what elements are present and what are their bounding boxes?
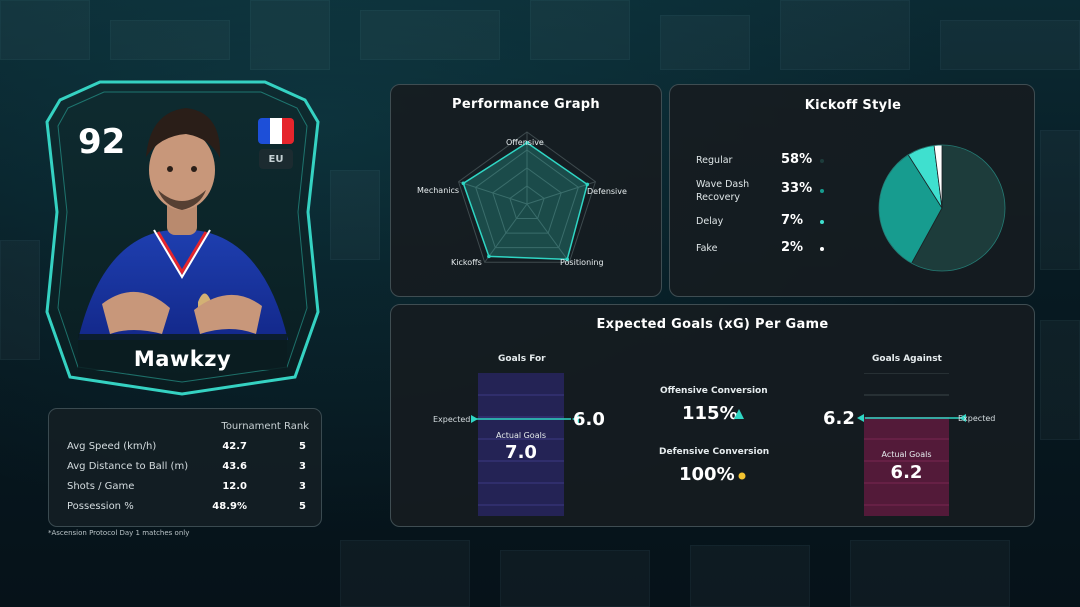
defensive-conversion-value: 100% bbox=[679, 464, 735, 485]
goals-against-actual-value: 6.2 bbox=[890, 462, 923, 483]
yellow-dot-icon bbox=[738, 472, 746, 480]
goals-for-title: Goals For bbox=[498, 354, 546, 364]
radar-chart bbox=[457, 131, 597, 263]
goals-for-bar-graphic bbox=[478, 373, 564, 516]
kickoff-label: Wave Dash bbox=[696, 179, 750, 190]
stat-value: 48.9% bbox=[212, 501, 247, 512]
legend-dot-icon bbox=[820, 189, 824, 193]
stat-rank: 5 bbox=[299, 441, 306, 452]
radar-axis-line bbox=[526, 181, 596, 205]
radar-grid-ring bbox=[509, 185, 545, 220]
radar-data-point bbox=[565, 257, 570, 262]
legend-dot-icon bbox=[820, 220, 824, 224]
xg-title: Expected Goals (xG) Per Game bbox=[596, 317, 829, 332]
kickoff-label: Regular bbox=[696, 155, 733, 166]
radar-axis-line bbox=[484, 203, 528, 263]
kickoff-row-fake: Fake 2% bbox=[696, 240, 836, 271]
radar-data-point bbox=[487, 254, 491, 259]
radar-axis-line bbox=[526, 203, 570, 263]
performance-panel: Performance Graph Offensive Defensive Po… bbox=[390, 84, 662, 297]
kickoff-label: Fake bbox=[696, 243, 718, 254]
goals-for-expected-label: Expected bbox=[433, 415, 471, 424]
xg-panel: Expected Goals (xG) Per Game Goals For A… bbox=[390, 304, 1035, 527]
legend-dot-icon bbox=[820, 159, 824, 163]
radar-label-positioning: Positioning bbox=[560, 258, 604, 267]
radar-label-defensive: Defensive bbox=[587, 187, 627, 196]
stat-value: 43.6 bbox=[222, 461, 247, 472]
region-badge: EU bbox=[259, 149, 293, 169]
kickoff-value: 2% bbox=[781, 240, 804, 255]
legend-dot-icon bbox=[820, 247, 824, 251]
stat-row: Shots / Game 12.0 3 bbox=[67, 478, 307, 498]
footnote: *Ascension Protocol Day 1 matches only bbox=[48, 529, 190, 537]
offensive-conversion-value: 115% bbox=[682, 403, 738, 424]
radar-label-kickoffs: Kickoffs bbox=[451, 258, 482, 267]
kickoff-value: 33% bbox=[781, 181, 813, 196]
stat-label: Possession % bbox=[67, 501, 134, 512]
goals-for-bar: Actual Goals 7.0 bbox=[478, 373, 564, 516]
france-flag-icon bbox=[258, 118, 294, 144]
tournament-rank-header: Tournament Rank bbox=[221, 421, 309, 432]
radar-data-point bbox=[585, 182, 590, 187]
stat-row: Possession % 48.9% 5 bbox=[67, 498, 307, 518]
kickoff-row-delay: Delay 7% bbox=[696, 213, 836, 244]
card-frame bbox=[45, 80, 320, 396]
kickoff-label: Delay bbox=[696, 216, 724, 227]
kickoff-row-wave-dash: Wave Dash Recovery 33% bbox=[696, 177, 836, 207]
stat-rank: 3 bbox=[299, 481, 306, 492]
triangle-up-icon bbox=[734, 409, 744, 419]
goals-against-expected-label: Expected bbox=[958, 414, 996, 423]
radar-grid-ring bbox=[492, 167, 562, 234]
goals-for-actual-label: Actual Goals bbox=[496, 431, 546, 440]
radar-axis-line bbox=[458, 181, 528, 205]
player-rating: 92 bbox=[78, 122, 126, 162]
radar-data-area bbox=[462, 141, 589, 261]
stat-label: Shots / Game bbox=[67, 481, 135, 492]
radar-data-point bbox=[525, 141, 529, 145]
player-card[interactable]: 92 EU Mawkzy bbox=[40, 72, 325, 400]
stat-label: Avg Speed (km/h) bbox=[67, 441, 157, 452]
goals-against-expected-value: 6.2 bbox=[823, 408, 855, 429]
goals-against-bar-graphic bbox=[864, 373, 949, 516]
kickoff-value: 7% bbox=[781, 213, 804, 228]
player-name: Mawkzy bbox=[133, 347, 232, 371]
stat-row: Avg Speed (km/h) 42.7 5 bbox=[67, 438, 307, 458]
kickoff-pie-chart bbox=[878, 144, 1006, 272]
stat-value: 42.7 bbox=[222, 441, 247, 452]
kickoff-value: 58% bbox=[781, 152, 813, 167]
radar-grid-ring bbox=[475, 149, 579, 249]
defensive-conversion-label: Defensive Conversion bbox=[659, 447, 770, 457]
stat-value: 12.0 bbox=[222, 481, 247, 492]
kickoff-panel: Kickoff Style Regular 58% Wave Dash Reco… bbox=[669, 84, 1035, 297]
radar-label-mechanics: Mechanics bbox=[417, 186, 460, 195]
goals-against-title: Goals Against bbox=[872, 354, 942, 364]
goals-against-bar: Actual Goals 6.2 bbox=[864, 373, 949, 516]
goals-for-expected-value: 6.0 bbox=[573, 409, 605, 430]
goals-against-expected-line bbox=[857, 414, 966, 422]
goals-for-expected-line bbox=[471, 415, 579, 423]
pie-outline bbox=[878, 144, 1006, 272]
radar-label-offensive: Offensive bbox=[506, 138, 544, 147]
radar-data-point bbox=[461, 181, 466, 186]
goals-for-actual-value: 7.0 bbox=[505, 442, 537, 463]
kickoff-row-regular: Regular 58% bbox=[696, 152, 836, 183]
kickoff-label: Recovery bbox=[696, 192, 741, 203]
offensive-conversion-label: Offensive Conversion bbox=[660, 386, 768, 396]
stat-row: Avg Distance to Ball (m) 43.6 3 bbox=[67, 458, 307, 478]
performance-title: Performance Graph bbox=[452, 97, 600, 112]
stat-rank: 5 bbox=[299, 501, 306, 512]
stats-card: Tournament Rank Avg Speed (km/h) 42.7 5 … bbox=[48, 408, 322, 527]
kickoff-title: Kickoff Style bbox=[804, 98, 902, 113]
goals-against-actual-label: Actual Goals bbox=[881, 450, 932, 459]
stat-rank: 3 bbox=[299, 461, 306, 472]
stat-label: Avg Distance to Ball (m) bbox=[67, 461, 189, 472]
radar-grid-ring bbox=[457, 131, 597, 263]
